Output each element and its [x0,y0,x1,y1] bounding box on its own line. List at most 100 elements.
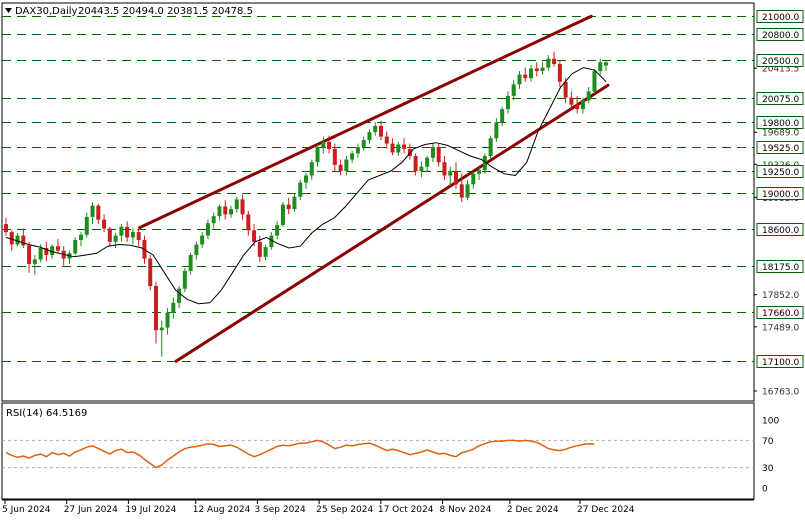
time-axis: 5 Jun 2024 27 Jun 2024 19 Jul 2024 12 Aug 2… [2,500,635,515]
candle-body [580,100,585,110]
candle-body [107,228,112,242]
time-tick-label: 3 Sep 2024 [254,505,306,515]
rsi-plot-frame [1,402,755,500]
candle-body [90,205,95,218]
level-tag-box [756,355,804,368]
level-tag-label: 17660.0 [762,309,799,319]
candle-body [9,232,14,245]
candle-body [113,235,118,242]
candle-body [534,68,539,72]
candle-body [309,162,314,176]
candle-body [263,247,268,257]
level-tag-box [756,306,804,319]
level-tag-label: 19800.0 [762,119,799,129]
rsi-tick-label: 30 [762,464,774,474]
candle-body [355,147,360,154]
chart-symbol-label: DAX30,Daily [15,6,78,17]
collapse-triangle-icon[interactable] [5,8,12,13]
time-tick-label: 17 Oct 2024 [378,505,434,515]
candle-body [27,245,32,264]
candle-body [517,74,522,85]
candles [4,51,608,357]
candle-body [350,153,355,160]
candle-body [425,157,430,167]
candle-body [523,74,528,79]
channel-upper-line[interactable] [138,14,593,230]
candle-body [569,97,574,105]
level-tag-label: 18600.0 [762,226,799,236]
chart-ohlc-label: 20443.5 20494.0 20381.5 20478.5 [78,6,253,17]
candle-body [488,138,493,157]
candle-body [217,206,222,217]
level-tag-box [756,116,804,129]
candle-body [379,125,383,137]
level-tag-label: 20800.0 [762,31,799,41]
candle-body [338,164,343,172]
ascending-channel [138,14,610,363]
candle-body [471,173,476,185]
level-tag-box [756,10,804,23]
level-tag-box [756,223,804,236]
level-tag-label: 19000.0 [762,190,799,200]
candle-body [500,109,505,123]
candle-body [246,214,251,231]
level-tag-label: 18175.0 [762,263,799,273]
level-tag-label: 21000.0 [762,13,799,23]
candle-body [540,67,545,72]
rsi-tick-label: 0 [762,485,768,495]
candle-body [552,58,557,65]
candle-body [200,235,205,245]
candle-body [257,241,262,257]
moving-average [5,67,607,305]
price-tick-label: 16763.0 [762,388,799,398]
candle-body [136,232,141,241]
level-tag-label: 19250.0 [762,168,799,178]
candle-body [234,199,239,210]
candle-body [292,196,297,210]
candle-body [125,226,130,238]
level-tag-box [756,92,804,105]
candle-body [482,156,487,171]
candle-body [575,104,580,110]
candle-body [413,156,418,172]
candle-body [269,235,274,248]
candle-body [148,258,153,287]
candle-body [511,84,516,96]
candle-body [396,144,401,153]
level-tag-label: 17100.0 [762,358,799,368]
candle-body [286,204,291,210]
candle-body [119,226,124,236]
time-tick-label: 5 Jun 2024 [2,505,51,515]
channel-lower-line[interactable] [174,83,610,363]
time-tick-label: 8 Nov 2024 [440,505,492,515]
time-tick-label: 27 Jun 2024 [64,505,118,515]
candle-body [211,216,216,224]
candle-body [252,230,257,242]
candle-body [327,141,332,149]
candle-body [44,247,49,256]
candle-body [55,246,60,251]
level-tag-label: 19525.0 [762,144,799,154]
candle-body [32,259,37,264]
candle-body [454,171,458,185]
level-tag-box [756,187,804,200]
candle-body [154,286,158,331]
candle-body [177,288,182,303]
candle-body [402,144,407,149]
candle-body [298,182,303,197]
candle-body [171,302,176,313]
candle-body [182,270,187,289]
candle-body [205,223,210,236]
time-tick-label: 12 Aug 2024 [193,505,251,515]
candle-body [15,235,20,245]
candle-body [592,71,597,92]
level-tag-box [756,165,804,178]
candle-body [165,312,170,328]
candle-body [419,166,424,172]
candle-body [477,170,482,174]
candle-body [79,234,83,241]
candle-body [315,147,320,163]
price-tick-label: 20413.5 [762,65,799,75]
candle-body [384,136,389,144]
time-tick-label: 25 Sep 2024 [316,505,373,515]
